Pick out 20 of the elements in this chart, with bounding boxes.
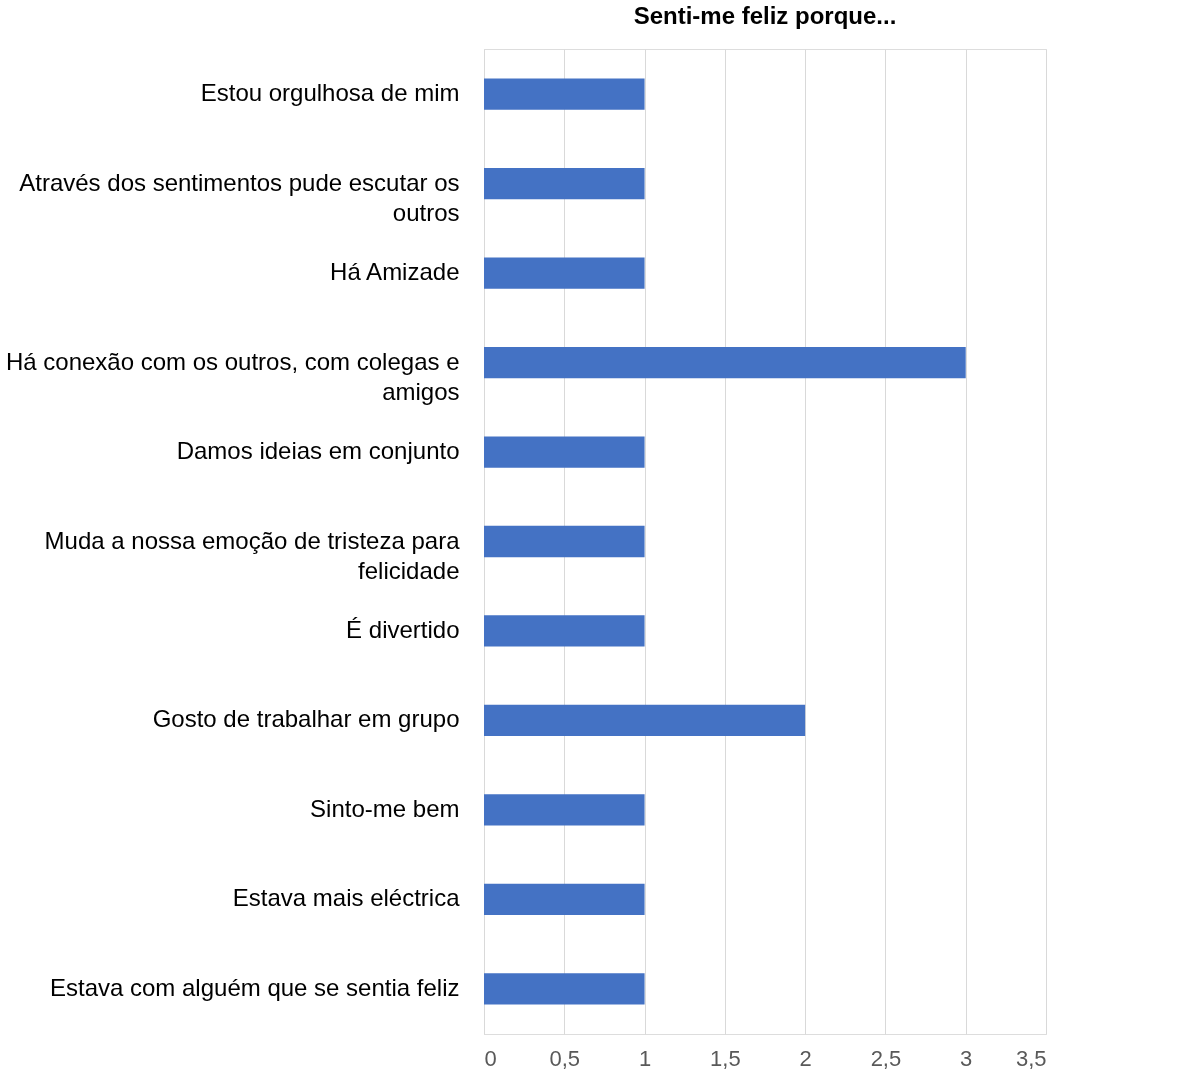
y-tick-label: Damos ideias em conjunto bbox=[176, 437, 460, 465]
y-tick-label: É divertido bbox=[346, 615, 460, 643]
x-tick-label: 0,5 bbox=[549, 1045, 581, 1071]
y-tick-label: Estava com alguém que se sentia feliz bbox=[49, 973, 460, 1001]
x-tick-label: 1,5 bbox=[710, 1045, 741, 1071]
y-tick-label: Sinto-me bem bbox=[310, 794, 460, 822]
chart-title: Senti-me feliz porque... bbox=[633, 2, 897, 29]
x-tick-label: 3 bbox=[960, 1045, 973, 1071]
x-tick-label: 2,5 bbox=[870, 1045, 902, 1071]
x-tick-label: 2 bbox=[799, 1045, 812, 1071]
x-tick-label: 3,5 bbox=[1015, 1045, 1047, 1071]
y-tick-label: Há Amizade bbox=[330, 258, 460, 286]
y-tick-label: Há conexão com os outros, com colegas e amigos bbox=[5, 347, 460, 405]
y-tick-label: Gosto de trabalhar em grupo bbox=[152, 705, 460, 733]
y-tick-label: Através dos sentimentos pude escutar os outros bbox=[19, 168, 460, 226]
y-tick-label: Muda a nossa emoção de tristeza para felicidade bbox=[44, 526, 461, 584]
y-tick-label: Estava mais eléctrica bbox=[232, 884, 461, 912]
x-tick-label: 1 bbox=[638, 1045, 652, 1071]
x-tick-label: 0 bbox=[484, 1045, 497, 1071]
y-tick-label: Estou orgulhosa de mim bbox=[200, 79, 460, 107]
